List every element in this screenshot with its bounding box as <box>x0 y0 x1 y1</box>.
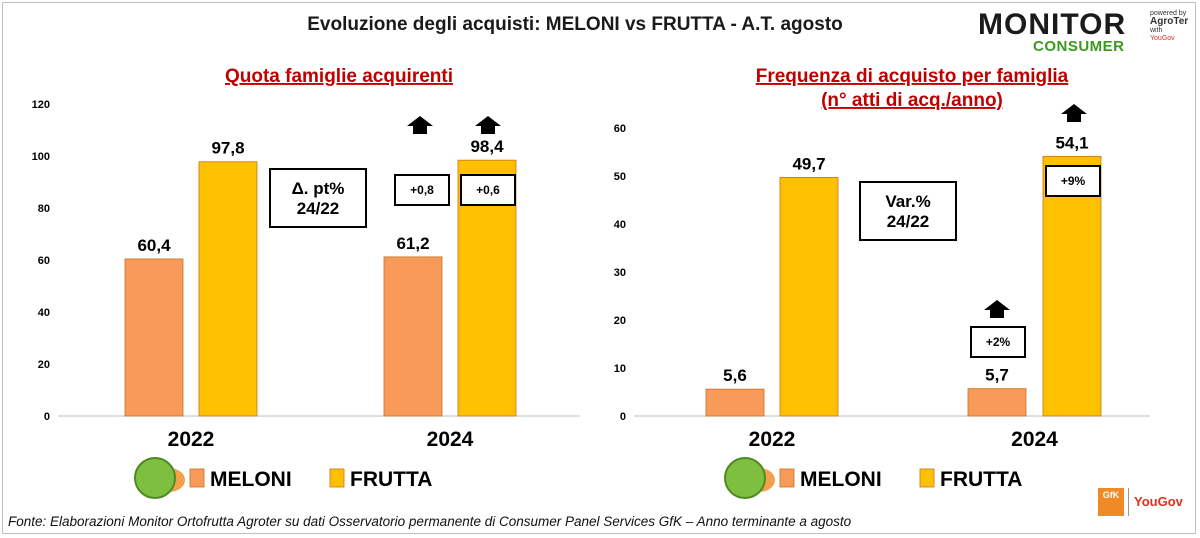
freq-data-label-meloni-2022: 5,6 <box>723 366 747 385</box>
share-y-tick-label: 120 <box>32 99 50 111</box>
share-bar-meloni-2024 <box>383 256 443 417</box>
gfk-logo: GfK <box>1098 488 1124 516</box>
share-y-tick-label: 80 <box>38 203 50 215</box>
logo-main-text: MONITOR <box>978 8 1127 41</box>
share-y-tick-label: 60 <box>38 255 50 267</box>
freq-change-badge-text: +2% <box>986 335 1011 349</box>
share-change-badge-text: +0,8 <box>410 183 434 197</box>
share-y-tick-label: 20 <box>38 359 50 371</box>
share-change-badge <box>394 174 450 206</box>
freq-bar-frutta-2024 <box>1042 155 1102 417</box>
freq-change-badge-text: +9% <box>1061 174 1086 188</box>
source-footnote: Fonte: Elaborazioni Monitor Ortofrutta A… <box>8 514 852 529</box>
freq-change-badge <box>1045 165 1101 197</box>
freq-y-tick-label: 20 <box>614 315 626 327</box>
page-title: Evoluzione degli acquisti: MELONI vs FRU… <box>307 14 843 35</box>
share-y-tick-label: 40 <box>38 307 50 319</box>
share-data-label-meloni-2022: 60,4 <box>137 236 171 255</box>
share-data-label-meloni-2024: 61,2 <box>396 234 429 253</box>
share-data-label-frutta-2022: 97,8 <box>211 139 244 158</box>
freq-x-tick-label-2024: 2024 <box>1011 428 1058 451</box>
freq-y-tick-label: 50 <box>614 171 626 183</box>
share-bar-meloni-2022 <box>124 258 184 417</box>
share-variation-note-text: 24/22 <box>297 199 340 218</box>
share-y-tick-label: 100 <box>32 151 50 163</box>
freq-bar-meloni-2024 <box>967 388 1027 417</box>
freq-melon-icon <box>724 457 766 499</box>
freq-chart-subtitle: (n° atti di acq./anno) <box>821 90 1003 111</box>
share-up-arrow-icon <box>407 116 433 134</box>
freq-up-arrow-icon <box>984 300 1010 318</box>
share-up-arrow-icon <box>475 116 501 134</box>
share-legend-swatch-frutta <box>329 468 345 488</box>
logo-separator <box>1128 488 1129 516</box>
freq-bar-meloni-2022 <box>705 388 765 417</box>
yougov-logo: YouGov <box>1134 494 1183 509</box>
share-x-tick-label-2024: 2024 <box>427 428 474 451</box>
freq-variation-note-text: 24/22 <box>887 212 930 231</box>
share-change-badge-text: +0,6 <box>476 183 500 197</box>
freq-data-label-frutta-2024: 54,1 <box>1055 133 1088 152</box>
share-data-label-frutta-2024: 98,4 <box>470 137 504 156</box>
freq-y-tick-label: 10 <box>614 363 626 375</box>
share-y-tick-label: 0 <box>44 411 50 423</box>
freq-data-label-meloni-2024: 5,7 <box>985 366 1009 385</box>
freq-variation-note-text: Var.% <box>885 192 930 211</box>
freq-x-tick-label-2022: 2022 <box>749 428 796 451</box>
freq-y-tick-label: 60 <box>614 123 626 135</box>
freq-legend-label-meloni: MELONI <box>800 468 882 491</box>
freq-legend-label-frutta: FRUTTA <box>940 468 1022 491</box>
share-x-tick-label-2022: 2022 <box>168 428 215 451</box>
freq-up-arrow-icon <box>1061 104 1087 122</box>
logo-powered-by: powered by AgroTer with YouGov <box>1150 10 1189 42</box>
share-change-badge <box>460 174 516 206</box>
share-melon-icon <box>134 457 176 499</box>
freq-legend-swatch-frutta <box>919 468 935 488</box>
freq-data-label-frutta-2022: 49,7 <box>792 154 825 173</box>
share-bar-frutta-2022 <box>198 161 258 417</box>
share-legend-label-meloni: MELONI <box>210 468 292 491</box>
freq-variation-note <box>859 181 957 241</box>
freq-legend-swatch-meloni <box>779 468 795 488</box>
freq-y-tick-label: 30 <box>614 267 626 279</box>
share-variation-note-text: Δ. pt% <box>292 179 345 198</box>
share-chart-title: Quota famiglie acquirenti <box>225 66 453 87</box>
share-legend-swatch-meloni <box>189 468 205 488</box>
freq-y-tick-label: 0 <box>620 411 626 423</box>
freq-bar-frutta-2022 <box>779 177 839 417</box>
logo-sub-text: CONSUMER <box>1033 38 1125 55</box>
freq-change-badge <box>970 326 1026 358</box>
freq-chart-title: Frequenza di acquisto per famiglia <box>756 66 1069 87</box>
share-variation-note <box>269 168 367 228</box>
monitor-consumer-logo: MONITOR CONSUMER powered by AgroTer with… <box>978 8 1193 58</box>
freq-y-tick-label: 40 <box>614 219 626 231</box>
share-legend-label-frutta: FRUTTA <box>350 468 432 491</box>
